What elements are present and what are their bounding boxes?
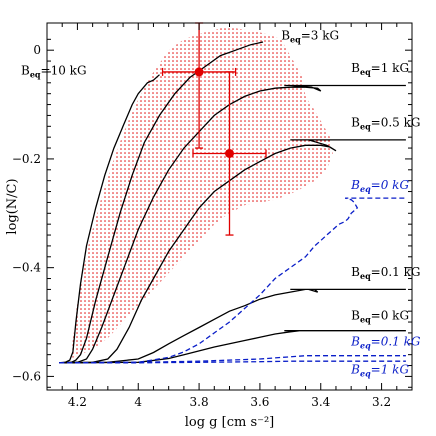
- series-label-b01: Beq=0.1 kG: [351, 265, 420, 281]
- series-line-d0: [59, 197, 406, 364]
- series-line-b3: [59, 41, 264, 364]
- series-label-b0: Beq=0 kG: [351, 308, 409, 324]
- series-label-d1: Beq=1 kG: [350, 363, 409, 379]
- series-line-b1: [59, 84, 406, 364]
- x-axis-label: log g [cm s⁻²]: [185, 415, 275, 430]
- observed-points-layer: [161, 22, 267, 236]
- series-label-d01: Beq=0.1 kG: [350, 334, 421, 350]
- x-tick-label-4: 3.4: [311, 395, 330, 409]
- series-line-b05: [59, 139, 406, 364]
- x-tick-label-5: 3.2: [372, 395, 391, 409]
- series-line-b0: [59, 330, 406, 364]
- series-line-d1: [59, 360, 406, 364]
- observed-point-0: [194, 67, 204, 77]
- series-line-b10: [59, 74, 160, 364]
- series-label-d0: Beq=0 kG: [350, 178, 409, 194]
- y-tick-label-2: −0.4: [12, 261, 42, 275]
- shaded-region-layer: [71, 28, 333, 358]
- series-label-b10: Beq=10 kG: [21, 64, 87, 80]
- axis-ticks-layer: 4.2 4 3.8 3.6 3.4 3.2 0 −0.2 −0.4 −0.6: [12, 23, 413, 409]
- y-tick-label-1: −0.2: [12, 152, 41, 166]
- series-lines-layer: [59, 41, 406, 364]
- y-tick-label-0: 0: [33, 43, 41, 57]
- y-tick-label-3: −0.6: [12, 369, 41, 383]
- series-label-b1: Beq=1 kG: [351, 61, 409, 77]
- shaded-region: [71, 28, 333, 358]
- x-tick-label-2: 3.8: [190, 395, 209, 409]
- series-line-d01: [59, 355, 406, 364]
- y-axis-label: log(N/C): [5, 178, 20, 234]
- x-tick-label-3: 3.6: [250, 395, 269, 409]
- series-label-b3: Beq=3 kG: [281, 28, 339, 44]
- observed-point-1: [225, 148, 234, 158]
- series-label-b05: Beq=0.5 kG: [351, 115, 420, 131]
- x-tick-label-0: 4.2: [68, 395, 87, 409]
- series-labels-layer: Beq=10 kG Beq=3 kG Beq=1 kG Beq=0.5 kG Beq=0…: [21, 28, 421, 378]
- series-line-b01: [59, 288, 406, 364]
- x-tick-label-1: 4: [134, 395, 142, 409]
